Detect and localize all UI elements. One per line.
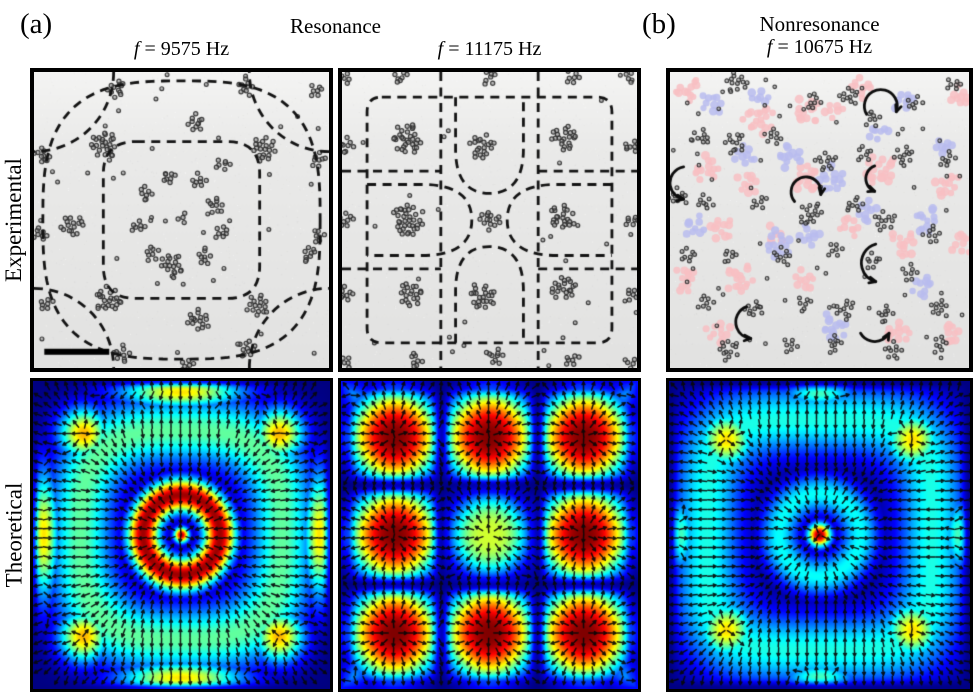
- row-label-experimental: Experimental: [1, 158, 26, 282]
- nonresonance-title: Nonresonance: [759, 12, 880, 36]
- experimental-micrograph-11175: [338, 68, 641, 372]
- frequency-symbol: f: [766, 36, 773, 58]
- frequency-symbol: f: [133, 38, 140, 60]
- resonance-title: Resonance: [290, 14, 381, 38]
- frequency-symbol: f: [437, 38, 444, 60]
- frequency-value: = 10675 Hz: [777, 36, 873, 58]
- theoretical-mode-pattern-11175: [338, 378, 641, 692]
- experimental-micrograph-9575: [30, 68, 333, 372]
- theoretical-mode-pattern-9575: [30, 378, 333, 692]
- frequency-label-9575: f = 9575 Hz: [30, 39, 333, 59]
- row-label-theoretical: Theoretical: [1, 482, 26, 588]
- panel-b-tag: (b): [642, 8, 676, 40]
- frequency-value: = 9575 Hz: [144, 38, 230, 60]
- panel-a-tag: (a): [20, 8, 53, 40]
- experimental-micrograph-10675: [666, 68, 973, 372]
- frequency-value: = 11175 Hz: [448, 38, 542, 60]
- theoretical-mode-pattern-10675: [666, 378, 973, 692]
- frequency-label-10675: f = 10675 Hz: [666, 37, 973, 57]
- frequency-label-11175: f = 11175 Hz: [338, 39, 641, 59]
